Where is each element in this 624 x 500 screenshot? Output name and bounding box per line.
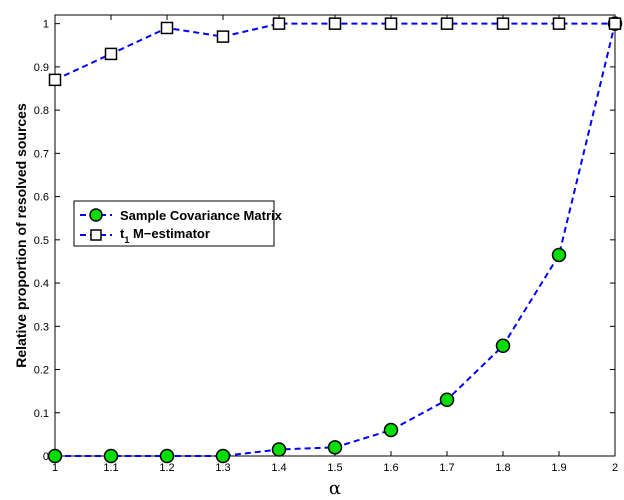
x-tick-label: 1.3: [215, 462, 230, 474]
legend-marker-t1-estimator: [90, 229, 102, 241]
series-layer: [47, 16, 623, 464]
x-tick-label: 2: [612, 462, 618, 474]
y-tick-label: 0.4: [34, 278, 49, 290]
x-tick-label: 1.4: [271, 462, 286, 474]
x-tick-label: 1.2: [159, 462, 174, 474]
data-point-square: [496, 17, 510, 30]
data-point-square: [216, 30, 230, 43]
data-point-square: [272, 17, 286, 30]
x-tick-label: 1: [52, 462, 58, 474]
y-tick-label: 0.2: [34, 365, 49, 377]
data-point-circle: [47, 448, 63, 464]
data-point-circle: [439, 392, 455, 408]
legend-label-sample-covariance: Sample Covariance Matrix: [120, 208, 283, 223]
data-point-square: [384, 17, 398, 30]
data-point-circle: [271, 442, 287, 457]
data-point-square: [440, 17, 454, 30]
y-tick-label: 1: [43, 19, 49, 31]
x-tick-label: 1.5: [327, 462, 342, 474]
legend-box: [73, 200, 275, 247]
data-point-circle: [551, 247, 567, 263]
x-tick-label: 1.8: [495, 462, 510, 474]
y-tick-label: 0: [43, 451, 49, 463]
data-point-circle: [383, 422, 399, 438]
x-tick-label: 1.1: [103, 462, 118, 474]
y-tick-label: 0.3: [34, 321, 49, 333]
data-point-square: [328, 17, 342, 30]
legend-label-t1-name: t: [120, 226, 125, 241]
series-1: [48, 17, 622, 87]
x-axis-label: α: [329, 478, 341, 499]
data-point-circle: [103, 448, 119, 464]
y-tick-label: 0.6: [34, 192, 49, 204]
x-tick-label: 1.9: [551, 462, 566, 474]
y-tick-label: 0.1: [34, 408, 49, 420]
data-point-square: [160, 21, 174, 35]
x-tick-label: 1.6: [383, 462, 398, 474]
data-point-square: [608, 17, 622, 30]
legend-label-t1-subscript: 1: [124, 235, 129, 245]
data-point-circle: [495, 338, 511, 353]
legend-marker-sample-covariance: [89, 208, 103, 222]
y-axis-label: Relative proportion of resolved sources: [13, 103, 29, 368]
y-tick-label: 0.7: [34, 148, 49, 160]
legend: Sample Covariance Matrix t1 M−estimator: [73, 200, 283, 247]
data-point-square: [48, 73, 62, 87]
y-tick-label: 0.8: [34, 105, 49, 117]
y-tick-label: 0.5: [34, 235, 49, 247]
series-0: [47, 16, 623, 464]
data-point-circle: [327, 440, 343, 455]
data-point-circle: [159, 448, 175, 464]
data-point-square: [104, 47, 118, 61]
x-tick-label: 1.7: [439, 462, 454, 474]
y-tick-label: 0.9: [34, 62, 49, 74]
data-point-circle: [215, 448, 231, 464]
legend-label-t1-estimator: t1 M−estimator: [120, 226, 210, 245]
data-point-square: [552, 17, 566, 30]
legend-label-t1-suffix: M−estimator: [129, 226, 210, 241]
y-axis-ticks: 0 0.1 0.2 0.3 0.4 0.5 0.6 0.7 0.8 0.9 1: [34, 19, 615, 463]
